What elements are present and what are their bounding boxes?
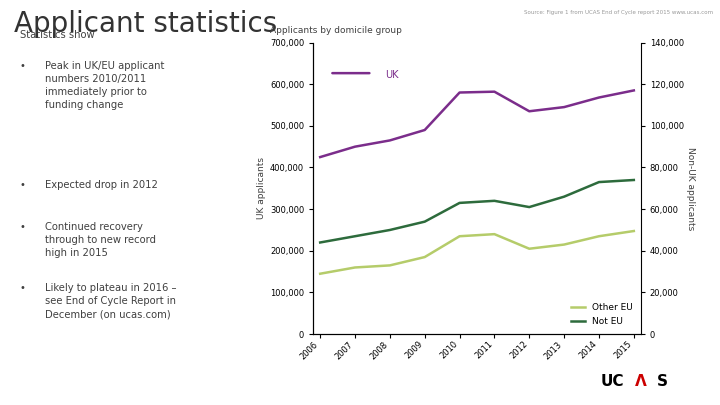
Text: Peak in UK/EU applicant
numbers 2010/2011
immediately prior to
funding change: Peak in UK/EU applicant numbers 2010/201… xyxy=(45,61,164,110)
Text: Source: Figure 1 from UCAS End of Cycle report 2015 www.ucas.com: Source: Figure 1 from UCAS End of Cycle … xyxy=(523,10,713,15)
Text: •: • xyxy=(20,181,26,190)
Text: Expected drop in 2012: Expected drop in 2012 xyxy=(45,181,158,190)
Text: Applicant statistics: Applicant statistics xyxy=(14,10,278,38)
Text: •: • xyxy=(20,61,26,71)
Text: UC: UC xyxy=(601,374,624,389)
Text: Likely to plateau in 2016 –
see End of Cycle Report in
December (on ucas.com): Likely to plateau in 2016 – see End of C… xyxy=(45,283,176,320)
Y-axis label: Non-UK applicants: Non-UK applicants xyxy=(686,147,695,230)
Text: S: S xyxy=(657,374,668,389)
Text: •: • xyxy=(20,283,26,293)
Text: UK: UK xyxy=(385,70,399,80)
Legend: Other EU, Not EU: Other EU, Not EU xyxy=(567,300,636,330)
Text: Statistics show: Statistics show xyxy=(20,30,94,40)
Text: •: • xyxy=(20,222,26,232)
Text: Continued recovery
through to new record
high in 2015: Continued recovery through to new record… xyxy=(45,222,156,258)
Text: Λ: Λ xyxy=(635,374,647,389)
Text: Applicants by domicile group: Applicants by domicile group xyxy=(270,26,402,35)
Y-axis label: UK applicants: UK applicants xyxy=(257,157,266,220)
